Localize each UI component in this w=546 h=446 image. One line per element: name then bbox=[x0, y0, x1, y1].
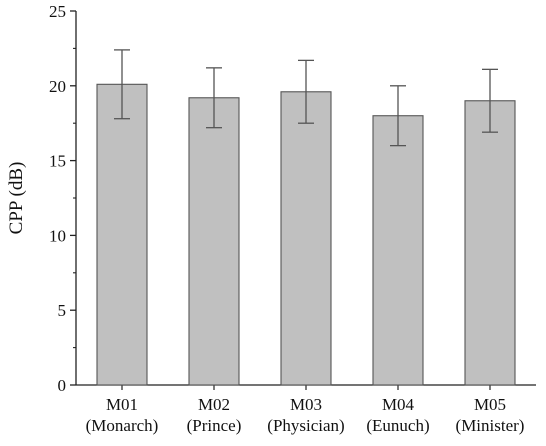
x-category-code: M05 bbox=[474, 395, 506, 414]
bar-m01 bbox=[96, 83, 148, 386]
bar-m05 bbox=[464, 100, 516, 386]
bar-m02 bbox=[188, 97, 240, 386]
y-tick-label: 25 bbox=[49, 2, 66, 21]
y-axis-title: CPP (dB) bbox=[6, 162, 27, 235]
error-bars bbox=[114, 49, 498, 147]
y-tick-label: 5 bbox=[58, 301, 67, 320]
x-category-code: M01 bbox=[106, 395, 138, 414]
x-category-role: (Physician) bbox=[267, 416, 344, 435]
y-tick-label: 20 bbox=[49, 77, 66, 96]
y-tick-label: 0 bbox=[58, 376, 67, 395]
bar-m04 bbox=[372, 115, 424, 386]
labels: 0 5 10 15 20 25 M01 (Monarch) M02 (Prince) M03 (Phy… bbox=[49, 2, 524, 435]
x-category-role: (Minister) bbox=[456, 416, 525, 435]
bars bbox=[96, 83, 516, 386]
y-tick-label: 15 bbox=[49, 152, 66, 171]
x-category-role: (Eunuch) bbox=[366, 416, 429, 435]
y-tick-label: 10 bbox=[49, 226, 66, 245]
x-category-code: M03 bbox=[290, 395, 322, 414]
x-category-code: M04 bbox=[382, 395, 415, 414]
bar-m03 bbox=[280, 91, 332, 386]
x-category-code: M02 bbox=[198, 395, 230, 414]
axes bbox=[70, 10, 536, 390]
x-category-role: (Monarch) bbox=[86, 416, 159, 435]
x-category-role: (Prince) bbox=[187, 416, 242, 435]
